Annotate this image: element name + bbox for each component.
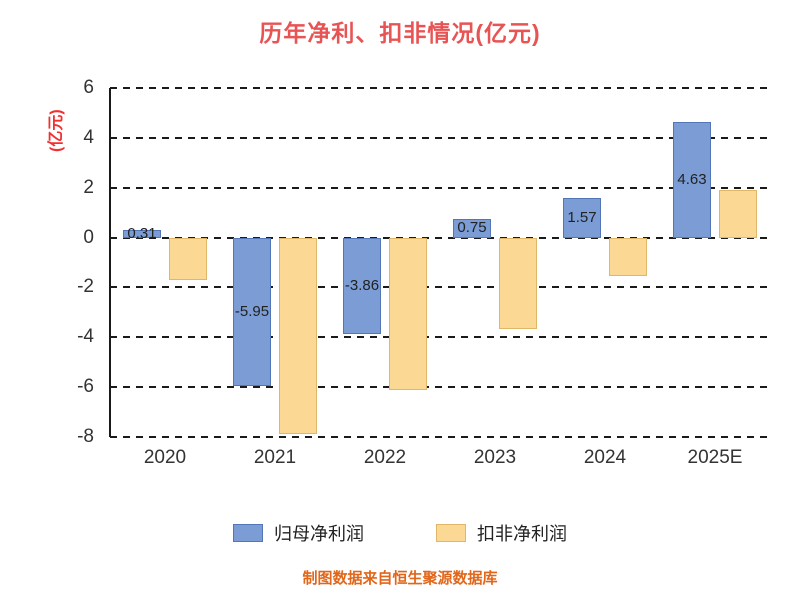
gridline-y-0: [110, 236, 770, 239]
x-label-2025E: 2025E: [687, 447, 743, 468]
x-label-2020: 2020: [143, 447, 187, 468]
bar-parent-net-profit-2022: [343, 237, 381, 334]
bar-parent-net-profit-2025E: [673, 122, 711, 238]
y-tick--4: -4: [77, 326, 94, 348]
x-label-2024: 2024: [583, 447, 627, 468]
bar-deducted-net-profit-2021: [279, 237, 317, 435]
bar-parent-net-profit-2023: [453, 218, 491, 238]
gridline-y-4: [110, 136, 770, 139]
bar-deducted-net-profit-2025E: [719, 190, 757, 238]
legend-label-parent-net-profit: 归母净利润: [274, 524, 364, 544]
y-tick-2: 2: [83, 176, 94, 198]
y-tick-6: 6: [83, 77, 94, 98]
bar-deducted-net-profit-2023: [499, 237, 537, 329]
x-label-2022: 2022: [363, 447, 407, 468]
bar-deducted-net-profit-2020: [169, 237, 207, 280]
bar-value-label-2024: 1.57: [567, 209, 597, 226]
gridline-y-6: [110, 87, 770, 89]
gridline-y--6: [110, 386, 770, 389]
bar-value-label-2023: 0.75: [457, 219, 487, 237]
gridline-y--8: [110, 436, 770, 438]
y-tick-0: 0: [83, 226, 94, 248]
bar-deducted-net-profit-2024: [609, 237, 647, 277]
bar-value-label-2020: 0.31: [127, 224, 157, 242]
bar-parent-net-profit-2020: [123, 229, 161, 238]
y-axis-line: [109, 88, 111, 437]
legend-item-parent-net-profit: 归母净利润: [233, 520, 364, 546]
y-tick-4: 4: [83, 126, 94, 148]
bar-parent-net-profit-2021: [233, 237, 271, 386]
data-source-note: 制图数据来自恒生聚源数据库: [302, 570, 498, 587]
x-label-2021: 2021: [253, 447, 297, 468]
bar-parent-net-profit-2024: [563, 198, 601, 238]
y-tick--6: -6: [77, 376, 94, 398]
legend-swatch-orange: [436, 524, 466, 542]
x-label-2023: 2023: [473, 447, 517, 468]
bar-value-label-2021: -5.95: [234, 302, 270, 320]
gridline-y--4: [110, 336, 770, 339]
legend: 归母净利润 扣非净利润: [0, 520, 800, 546]
bar-value-label-2025E: 4.63: [677, 170, 707, 188]
y-tick--2: -2: [77, 276, 94, 298]
chart-title: 历年净利、扣非情况(亿元): [259, 20, 541, 46]
gridline-y-2: [110, 186, 770, 189]
legend-item-deducted-net-profit: 扣非净利润: [436, 520, 567, 546]
bar-deducted-net-profit-2022: [389, 237, 427, 390]
legend-swatch-blue: [233, 524, 263, 542]
y-tick--8: -8: [77, 426, 94, 447]
bar-value-label-2022: -3.86: [344, 276, 380, 294]
gridline-y--2: [110, 286, 770, 289]
legend-label-deducted-net-profit: 扣非净利润: [477, 524, 567, 544]
